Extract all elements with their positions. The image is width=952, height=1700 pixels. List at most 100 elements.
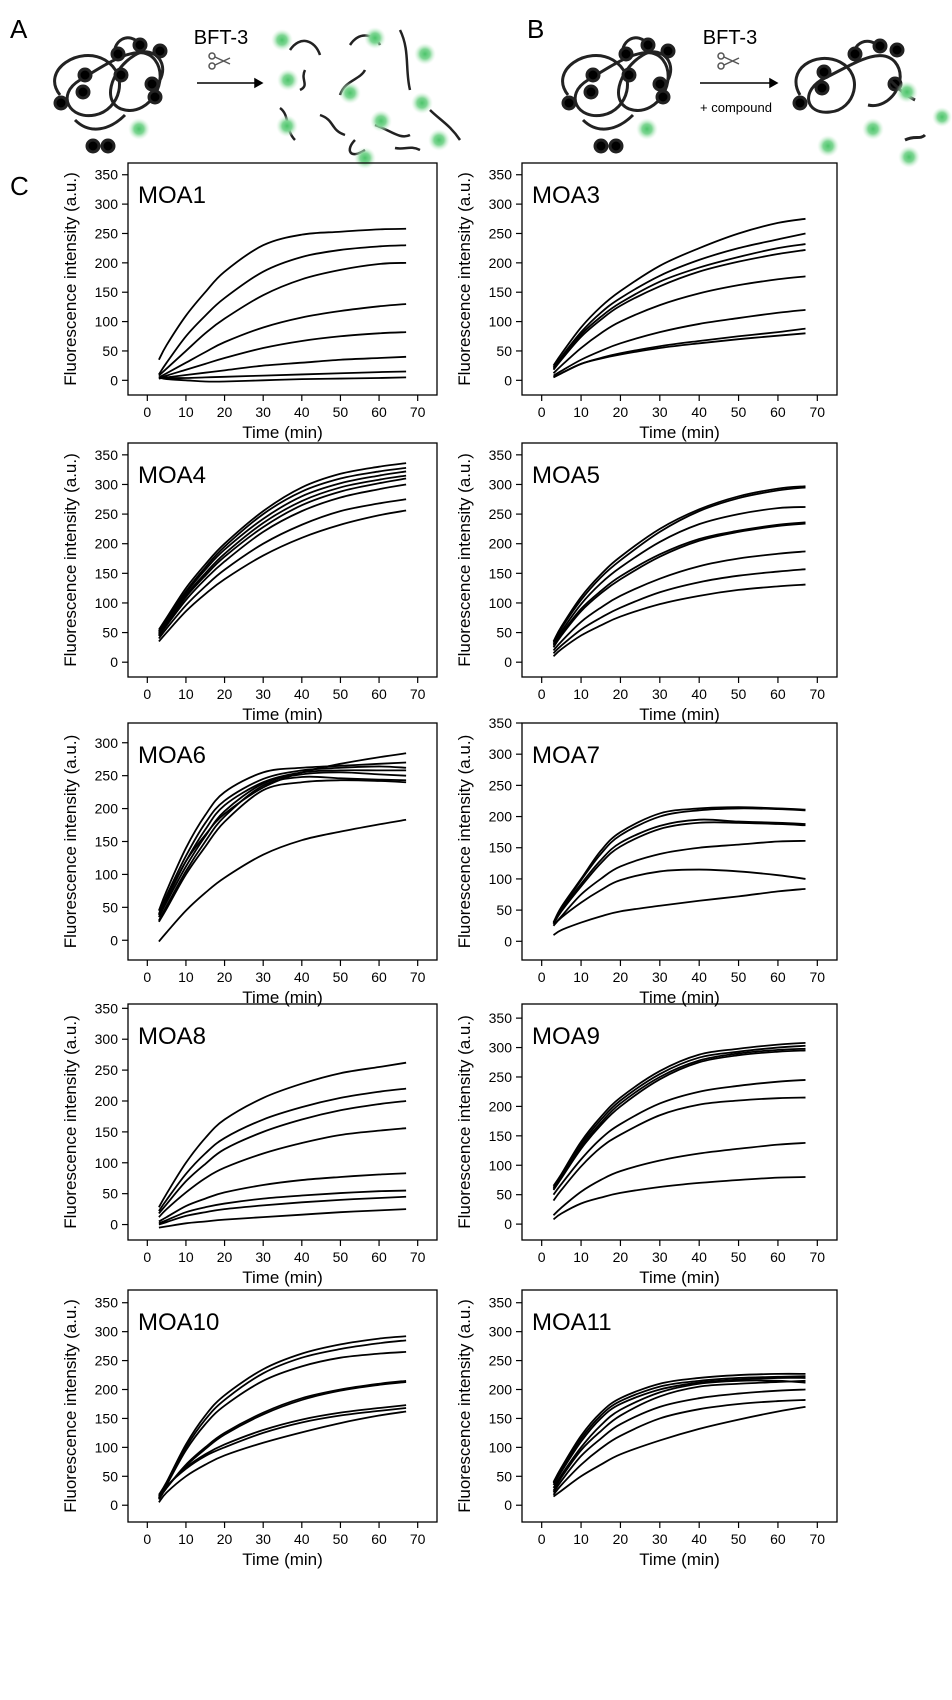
x-tick-label: 30 (255, 969, 271, 985)
y-tick-label: 250 (95, 506, 119, 522)
y-tick-label: 150 (95, 834, 119, 850)
x-tick-label: 20 (613, 404, 629, 420)
plot-frame (521, 162, 838, 396)
x-tick-label: 50 (333, 686, 349, 702)
data-line (158, 761, 407, 911)
x-tick-label: 0 (538, 969, 546, 985)
x-tick-label: 0 (538, 404, 546, 420)
y-axis-label: Fluorescence intensity (a.u.) (455, 1299, 474, 1513)
data-line (158, 1404, 407, 1499)
chart-panel: 0 50 100 150 200 250 300 350 0 10 20 30 40 50 60 70 MOA9… (455, 1003, 838, 1287)
y-tick-label: 250 (489, 777, 513, 793)
x-axis-label: Time (min) (639, 423, 720, 442)
y-tick-label: 250 (489, 225, 513, 241)
data-line (552, 888, 806, 936)
data-line (552, 1405, 806, 1498)
x-tick-label: 0 (143, 1249, 151, 1265)
plot-frame (127, 1003, 438, 1241)
y-tick-label: 200 (489, 1382, 513, 1398)
data-line (552, 1096, 806, 1202)
x-tick-label: 60 (770, 404, 786, 420)
data-line (158, 355, 407, 380)
y-tick-label: 250 (95, 225, 119, 241)
data-line (553, 332, 806, 379)
data-line (158, 1335, 407, 1496)
x-tick-label: 50 (731, 1531, 747, 1547)
x-tick-label: 0 (143, 1531, 151, 1547)
x-axis-label: Time (min) (639, 988, 720, 1007)
x-tick-label: 10 (178, 686, 194, 702)
x-tick-label: 50 (333, 969, 349, 985)
y-axis-label: Fluorescence intensity (a.u.) (61, 453, 80, 667)
y-axis-label: Fluorescence intensity (a.u.) (455, 1015, 474, 1229)
y-tick-label: 200 (95, 536, 119, 552)
x-tick-label: 70 (410, 686, 426, 702)
enzyme-label: BFT-3 (194, 27, 248, 49)
data-line (552, 1376, 806, 1486)
data-line (552, 818, 806, 925)
data-line (158, 1381, 407, 1500)
data-line (158, 1189, 407, 1225)
plot-area (552, 806, 806, 936)
x-tick-label: 30 (652, 404, 668, 420)
y-tick-label: 50 (102, 625, 118, 641)
x-axis-label: Time (min) (242, 1550, 323, 1569)
y-tick-label: 200 (489, 1098, 513, 1114)
x-tick-label: 10 (178, 969, 194, 985)
y-tick-label: 0 (504, 1216, 512, 1232)
data-line (552, 1079, 806, 1196)
y-tick-label: 200 (489, 536, 513, 552)
plot-area (158, 462, 407, 643)
data-line (158, 1061, 407, 1208)
data-line (552, 1388, 806, 1493)
plot-area (158, 1335, 407, 1503)
chart-title: MOA1 (138, 182, 206, 209)
x-axis-label: Time (min) (639, 705, 720, 724)
panel-label: B (527, 14, 544, 44)
y-tick-label: 250 (489, 1069, 513, 1085)
y-tick-label: 300 (95, 476, 119, 492)
data-line (552, 839, 806, 927)
y-axis-label: Fluorescence intensity (a.u.) (455, 172, 474, 386)
chart-panel: 0 50 100 150 200 250 300 350 0 10 20 30 40 50 60 70 MOA7… (455, 715, 838, 1007)
x-tick-label: 40 (294, 1249, 310, 1265)
x-tick-label: 20 (217, 1249, 233, 1265)
plot-frame (521, 1003, 838, 1241)
chart-panel: 0 50 100 150 200 250 300 350 0 10 20 30 40 50 60 70 MOA1… (455, 1289, 838, 1569)
data-line (158, 765, 407, 915)
y-axis-label: Fluorescence intensity (a.u.) (455, 453, 474, 667)
y-tick-label: 350 (95, 447, 119, 463)
y-tick-label: 0 (504, 654, 512, 670)
y-tick-label: 50 (496, 902, 512, 918)
x-tick-label: 30 (652, 1531, 668, 1547)
y-tick-label: 300 (95, 1031, 119, 1047)
data-line (158, 470, 407, 634)
x-tick-label: 10 (573, 686, 589, 702)
panel-label: A (10, 14, 28, 44)
scissors-icon (208, 52, 231, 70)
data-line (552, 568, 806, 654)
x-tick-label: 0 (143, 404, 151, 420)
data-line (158, 771, 407, 918)
data-line (158, 1172, 407, 1223)
chart-panel: 0 50 100 150 200 250 300 350 0 10 20 30 40 50 60 70 MOA8… (61, 1000, 438, 1287)
chart-panel: 0 50 100 150 200 250 300 350 0 10 20 30 40 50 60 70 MOA5… (455, 442, 838, 724)
x-tick-label: 30 (255, 404, 271, 420)
data-line (158, 1410, 407, 1503)
data-line (553, 308, 806, 377)
x-tick-label: 70 (410, 404, 426, 420)
data-line (158, 462, 407, 631)
data-line (552, 1141, 806, 1216)
data-line (158, 1351, 407, 1499)
data-line (158, 769, 407, 916)
x-tick-label: 10 (573, 1249, 589, 1265)
y-axis-label: Fluorescence intensity (a.u.) (61, 1015, 80, 1229)
x-tick-label: 30 (255, 1531, 271, 1547)
y-tick-label: 250 (489, 506, 513, 522)
y-tick-label: 250 (489, 1353, 513, 1369)
panel-label: C (10, 171, 29, 201)
y-tick-label: 350 (95, 167, 119, 183)
x-axis-label: Time (min) (242, 423, 323, 442)
x-tick-label: 20 (217, 1531, 233, 1547)
x-tick-label: 40 (691, 1531, 707, 1547)
